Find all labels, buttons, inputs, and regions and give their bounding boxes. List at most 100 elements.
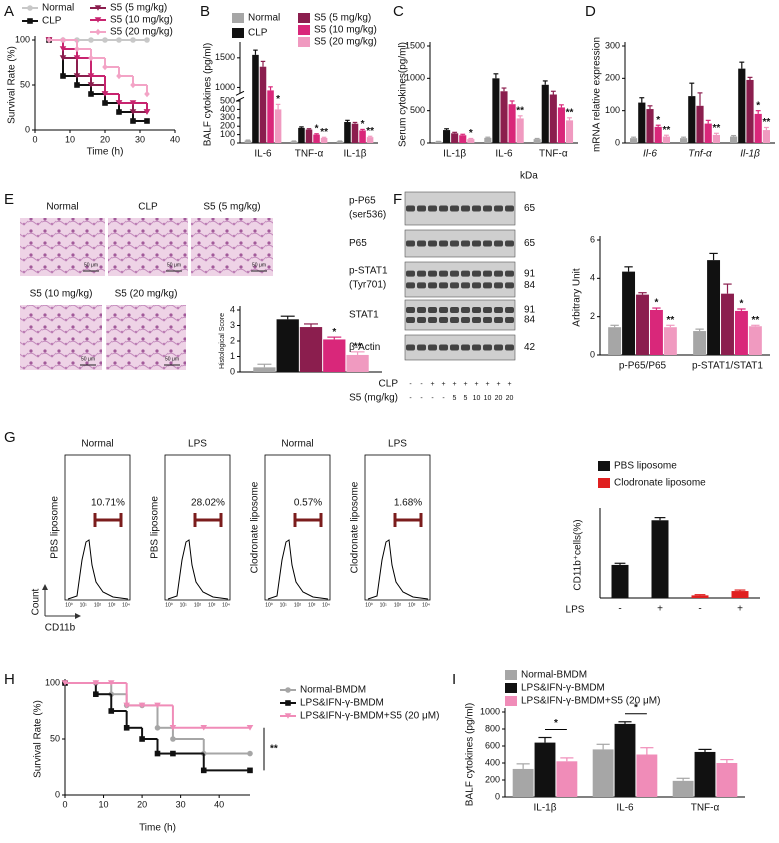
y-axis-label: BALF cytokines (pg/ml)	[203, 43, 214, 146]
y-tick-label: 800	[485, 723, 500, 733]
lane-label: 20	[495, 395, 503, 402]
flow-title: LPS	[188, 439, 207, 450]
bar	[696, 105, 704, 143]
bar	[366, 137, 374, 143]
legend-marker	[95, 28, 101, 36]
bar	[467, 139, 475, 143]
y-tick-label: 50	[50, 733, 60, 743]
bar	[651, 520, 669, 598]
y-tick-label: 200	[605, 73, 620, 83]
x-tick-label: TNF-α	[691, 803, 720, 814]
histology-image	[20, 218, 105, 276]
blot-band	[417, 240, 426, 247]
kda-label: 65	[524, 238, 536, 249]
blot-band	[505, 240, 514, 247]
kda-label: 91	[524, 305, 536, 316]
blot-band	[439, 344, 448, 351]
bar	[534, 742, 556, 797]
y-axis-label: Histological Score	[219, 313, 226, 369]
gate-percent: 28.02%	[191, 498, 225, 509]
blot-strip	[404, 261, 516, 298]
scale-bar-label: 50 μm	[165, 356, 179, 362]
blot-band	[494, 240, 503, 247]
image-label: S5 (5 mg/kg)	[203, 202, 260, 213]
flow-tick-label: 10²	[94, 602, 102, 608]
bar	[611, 564, 629, 598]
blot-band	[428, 205, 437, 212]
bar	[259, 66, 267, 143]
x-tick-label: 10	[99, 799, 109, 809]
significance-label: **	[666, 315, 674, 326]
blot-band	[428, 344, 437, 351]
y-tick-label: 500	[410, 105, 425, 115]
marker	[88, 37, 94, 43]
legend-label: Normal	[42, 3, 74, 14]
legend-swatch	[298, 37, 310, 47]
blot-band	[417, 307, 426, 313]
marker	[144, 90, 150, 98]
histology-image	[108, 218, 188, 276]
x-tick-label: p-P65/P65	[619, 361, 667, 372]
lane-label: +	[507, 381, 511, 388]
y-tick-label: 0	[55, 789, 60, 799]
blot-row-label: P65	[349, 238, 367, 249]
flow-title: Normal	[281, 439, 313, 450]
y-tick-label: 0	[230, 366, 235, 376]
lane-label: 10	[473, 395, 481, 402]
marker	[102, 63, 108, 71]
bar	[508, 104, 516, 143]
bar	[299, 327, 323, 372]
flow-tick-label: 10⁰	[365, 602, 373, 608]
marker	[154, 750, 161, 757]
kda-label: 65	[524, 203, 536, 214]
flow-tick-label: 10¹	[80, 602, 88, 608]
marker	[46, 36, 52, 44]
blot-band	[494, 317, 503, 323]
bar	[748, 326, 762, 355]
y-axis-label: BALF cytokines (pg/ml)	[465, 703, 476, 806]
y-tick-label: 100	[220, 129, 235, 139]
y-tick-label: 2	[590, 311, 595, 321]
marker	[130, 37, 136, 43]
x-axis-label: Time (h)	[87, 147, 124, 158]
marker	[88, 54, 94, 62]
blot-band	[505, 307, 514, 313]
flow-tick-label: 10²	[394, 602, 402, 608]
blot-band	[472, 344, 481, 351]
marker	[169, 725, 177, 731]
legend-label: S5 (5 mg/kg)	[314, 13, 371, 24]
image-label: S5 (10 mg/kg)	[30, 289, 93, 300]
y-tick-label: 3	[230, 320, 235, 330]
bar	[459, 135, 467, 143]
legend-label: Clodronate liposome	[614, 478, 706, 489]
bar	[267, 90, 274, 143]
blot-band	[439, 282, 448, 289]
blot-band	[450, 282, 459, 289]
y-tick-label: 200	[485, 774, 500, 784]
flow-tick-label: 10²	[294, 602, 302, 608]
marker	[154, 725, 161, 731]
legend-label: CLP	[42, 16, 62, 27]
blot-band	[483, 270, 492, 277]
blot-band	[417, 270, 426, 277]
bar	[276, 319, 299, 372]
x-tick-label: 10	[65, 134, 75, 144]
panel-label: G	[4, 429, 16, 446]
blot-band	[494, 270, 503, 277]
histology-image	[20, 305, 102, 370]
blot-band	[505, 317, 514, 323]
marker	[93, 691, 99, 697]
bar	[592, 749, 614, 797]
bar	[252, 54, 259, 143]
bar	[707, 260, 721, 355]
bar	[344, 122, 351, 143]
panel-label: E	[4, 191, 14, 208]
x-tick-label: 40	[170, 134, 180, 144]
bar	[691, 595, 709, 598]
bar	[557, 107, 565, 143]
y-tick-label: 0	[495, 791, 500, 801]
kda-label: 84	[524, 315, 536, 326]
bar	[565, 120, 574, 143]
flow-frame	[364, 454, 431, 601]
flow-frame	[164, 454, 231, 601]
